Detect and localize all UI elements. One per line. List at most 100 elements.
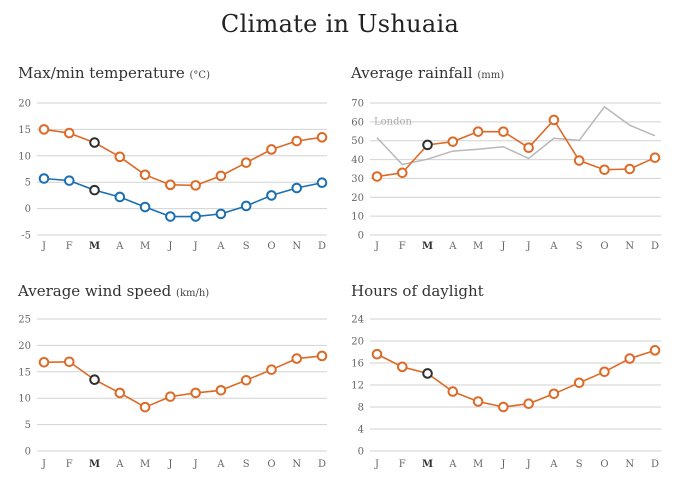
x-tick-label: N [625, 241, 634, 252]
y-tick-label: 30 [351, 174, 364, 185]
x-tick-label: A [115, 241, 124, 252]
data-point [38, 124, 50, 135]
data-point [548, 114, 560, 126]
y-tick-label: 5 [25, 178, 31, 189]
x-tick-label: M [422, 459, 433, 470]
data-point [190, 211, 201, 222]
data-point [139, 401, 151, 413]
x-tick-label: N [292, 459, 301, 470]
x-tick-label: J [167, 459, 172, 470]
x-tick-label: J [526, 241, 531, 252]
x-tick-label: F [66, 241, 73, 252]
data-point [573, 377, 585, 389]
panel-title-unit: (km/h) [176, 288, 210, 299]
data-point [139, 169, 151, 181]
x-tick-label: J [500, 459, 505, 470]
x-tick-label: S [576, 459, 583, 470]
series-line-min [43, 177, 323, 218]
y-tick-label: 20 [18, 341, 31, 352]
panel-title-unit: (°C) [189, 70, 210, 81]
x-tick-label: D [318, 459, 326, 470]
data-point [266, 144, 277, 155]
main-title: Climate in Ushuaia [220, 10, 460, 38]
x-tick-label: N [292, 241, 301, 252]
x-tick-label: N [625, 459, 634, 470]
data-point [649, 345, 661, 356]
data-point [38, 173, 50, 184]
data-point [114, 387, 126, 399]
y-tick-label: 0 [358, 447, 364, 458]
data-point [371, 348, 383, 360]
x-tick-label: M [89, 241, 100, 252]
data-point [624, 163, 636, 175]
y-tick-label: 60 [351, 117, 364, 128]
data-point [422, 368, 433, 379]
data-point [139, 201, 151, 213]
data-point [215, 170, 227, 182]
data-point [63, 356, 75, 368]
data-point [396, 361, 408, 373]
y-tick-label: 15 [18, 367, 31, 378]
data-point [165, 211, 176, 222]
x-tick-label: A [115, 459, 124, 470]
data-point [573, 155, 585, 166]
series-line-daylight [376, 349, 656, 408]
y-tick-label: 0 [25, 447, 31, 458]
y-tick-label: 5 [25, 420, 31, 431]
data-point [548, 388, 560, 400]
panel-title-wind: Average wind speed (km/h) [18, 282, 209, 300]
y-tick-label: 25 [18, 315, 31, 326]
data-point [114, 151, 126, 163]
data-point [649, 152, 661, 163]
x-tick-label: A [549, 241, 558, 252]
data-point [371, 171, 383, 182]
y-tick-label: 8 [358, 403, 364, 414]
data-point [63, 127, 75, 139]
y-tick-label: 12 [351, 381, 364, 392]
x-tick-label: D [651, 241, 659, 252]
x-tick-label: J [193, 241, 198, 252]
data-point [89, 374, 100, 386]
x-tick-label: D [318, 241, 326, 252]
data-point [240, 200, 252, 212]
data-point [114, 191, 126, 203]
data-point [89, 184, 100, 196]
x-tick-label: J [193, 459, 198, 470]
y-tick-label: 20 [351, 337, 364, 348]
x-tick-label: M [140, 459, 150, 470]
y-tick-label: 10 [18, 394, 31, 405]
y-tick-label: 20 [18, 99, 31, 110]
data-point [215, 384, 227, 396]
data-point [498, 401, 509, 413]
x-tick-label: A [448, 241, 457, 252]
chart-temperature: 20 15 10 5 0 -5 J F M A M J J A S O N D [18, 99, 328, 252]
x-tick-label: S [243, 241, 250, 252]
x-tick-label: J [374, 459, 379, 470]
series-line-london [376, 106, 656, 166]
x-tick-label: D [651, 459, 659, 470]
x-tick-label: O [267, 459, 275, 470]
data-point [266, 364, 277, 375]
x-tick-label: M [473, 459, 483, 470]
x-tick-label: J [41, 241, 46, 252]
x-tick-label: F [66, 459, 73, 470]
y-tick-label: 24 [351, 315, 364, 326]
data-point [396, 167, 408, 179]
data-point [291, 135, 303, 147]
data-point [89, 137, 100, 148]
y-tick-label: -5 [21, 231, 31, 242]
x-tick-label: O [267, 241, 275, 252]
x-tick-label: O [600, 241, 608, 252]
y-tick-label: 50 [351, 136, 364, 147]
panel-title-daylight: Hours of daylight [351, 282, 484, 300]
data-point [523, 142, 534, 153]
panel-title-text: Hours of daylight [351, 282, 484, 300]
x-tick-label: J [526, 459, 531, 470]
x-tick-label: M [140, 241, 150, 252]
y-tick-label: 4 [358, 425, 364, 436]
panel-title-text: Average wind speed [18, 282, 172, 300]
series-line-max [43, 128, 323, 187]
data-point [498, 126, 509, 137]
series-annotation: London [374, 117, 413, 128]
